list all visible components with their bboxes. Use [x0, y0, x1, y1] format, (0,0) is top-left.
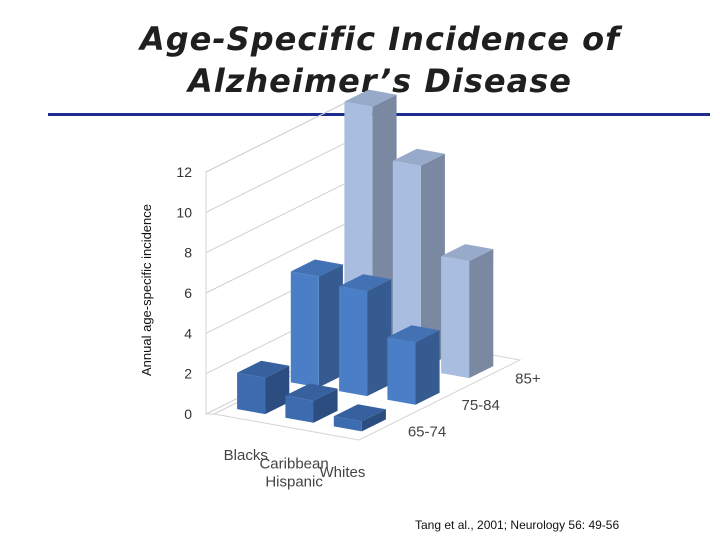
bar-top — [333, 404, 386, 422]
series-label: 65-74 — [408, 424, 446, 441]
title-line-1: Age-Specific Incidence of — [140, 20, 620, 58]
bar-front — [392, 160, 421, 370]
bar-75-84-blacks — [290, 259, 343, 388]
bar-top — [237, 360, 290, 378]
y-tick-label: 12 — [176, 164, 192, 180]
bar-75-84-caribbean-hispanic — [339, 274, 392, 397]
y-tick-label: 8 — [184, 245, 192, 261]
bar-85+-caribbean-hispanic — [392, 148, 445, 370]
bar-front — [339, 286, 368, 397]
bar-side — [469, 249, 494, 379]
bar-front — [441, 256, 470, 379]
y-tick-label: 0 — [184, 406, 192, 422]
y-axis-ticks: 0 2 4 6 8 10 12 — [176, 164, 192, 422]
bar-front — [285, 395, 314, 423]
x-tick-label: Caribbean Hispanic — [259, 456, 328, 491]
y-tick-label: 10 — [176, 204, 192, 220]
series-label: 85+ — [515, 370, 541, 387]
bar-side — [318, 264, 343, 388]
bar-front — [387, 337, 416, 405]
gridline — [205, 172, 368, 254]
x-tick-label: Blacks — [224, 447, 268, 464]
bar-side — [420, 153, 445, 370]
slide-title: Age-Specific Incidence of Alzheimer’s Di… — [0, 18, 720, 102]
bar-top — [441, 244, 494, 262]
series-depth-labels: 65-74 75-84 85+ — [408, 370, 541, 440]
bar-65-74-blacks — [237, 360, 290, 415]
source-citation: Tang et al., 2001; Neurology 56: 49-56 — [415, 518, 620, 532]
gridline — [205, 131, 368, 213]
bar-top — [285, 383, 338, 401]
bar-top — [392, 148, 445, 166]
series-label: 75-84 — [462, 397, 500, 414]
x-tick-label: Whites — [319, 464, 365, 481]
gridline — [205, 212, 368, 294]
bar-top — [344, 89, 397, 107]
bar-top — [339, 274, 392, 292]
bar-65-74-caribbean-hispanic — [285, 383, 338, 423]
bar-front — [333, 416, 362, 432]
gridline — [205, 91, 368, 173]
bar-side — [367, 279, 392, 397]
bar-side — [361, 409, 386, 432]
bar-65-74-whites — [333, 404, 386, 432]
bar-side — [313, 388, 338, 423]
y-tick-label: 6 — [184, 285, 192, 301]
y-tick-label: 4 — [184, 325, 192, 341]
bars — [237, 89, 494, 432]
bar-top — [290, 259, 343, 277]
bar-side — [265, 365, 290, 415]
y-axis-label: Annual age-specific incidence — [139, 204, 154, 376]
bar-75-84-whites — [387, 325, 440, 405]
bar-top — [387, 325, 440, 343]
bar-side — [415, 330, 440, 405]
bar-85+-whites — [441, 244, 494, 379]
y-tick-label: 2 — [184, 366, 192, 382]
bar-front — [290, 271, 319, 388]
bar-front — [237, 372, 266, 415]
